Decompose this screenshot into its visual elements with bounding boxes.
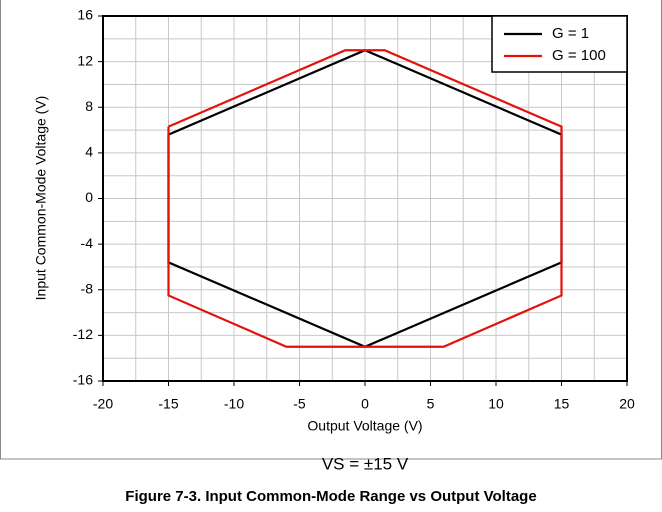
y-tick-label: 12 xyxy=(77,52,93,68)
chart-title: Figure 7-3. Input Common-Mode Range vs O… xyxy=(125,488,536,505)
plot-frame xyxy=(102,15,628,382)
series-line xyxy=(167,49,563,348)
y-tick-label: -16 xyxy=(73,372,93,388)
x-tick-label: 5 xyxy=(427,396,435,412)
x-tick-label: 20 xyxy=(619,396,635,412)
x-tick-label: 10 xyxy=(488,396,504,412)
x-axis-label: Output Voltage (V) xyxy=(307,418,422,434)
annotation: VS = ±15 V xyxy=(322,454,409,473)
x-tick-label: -5 xyxy=(293,396,306,412)
x-tick-label: -15 xyxy=(158,396,178,412)
y-tick-label: -4 xyxy=(81,235,94,251)
legend-box xyxy=(491,15,628,73)
legend-label: G = 100 xyxy=(552,47,606,64)
y-tick-label: -8 xyxy=(81,280,94,296)
x-tick-label: 15 xyxy=(554,396,570,412)
x-tick-label: -10 xyxy=(224,396,244,412)
y-tick-label: 16 xyxy=(77,7,93,23)
x-tick-label: -20 xyxy=(93,396,113,412)
y-tick-label: 4 xyxy=(85,144,93,160)
y-tick-label: -12 xyxy=(73,326,93,342)
legend-label: G = 1 xyxy=(552,25,589,42)
x-tick-label: 0 xyxy=(361,396,369,412)
y-axis-label: Input Common-Mode Voltage (V) xyxy=(33,96,49,301)
y-tick-label: 8 xyxy=(85,98,93,114)
y-tick-label: 0 xyxy=(85,189,93,205)
